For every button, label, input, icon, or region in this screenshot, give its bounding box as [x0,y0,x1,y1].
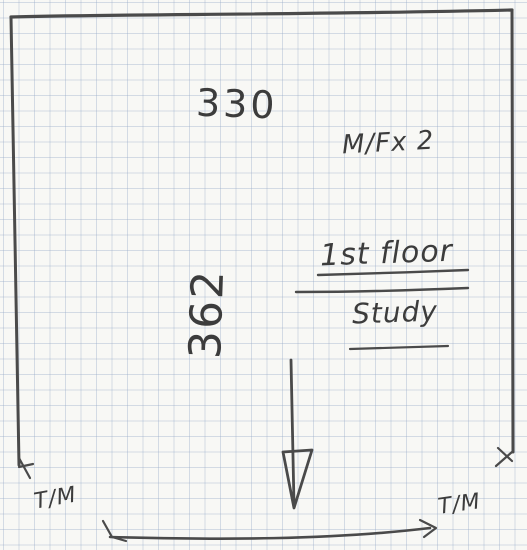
corner-marker-left-tick [17,456,35,480]
room-outline-top [9,8,514,19]
corner-marker-bottom-right-tick [418,518,438,539]
corner-marker-bottom-tick [101,519,128,543]
room-outline-right [510,8,515,454]
floor-level-underline [316,268,470,277]
room-name-underline [348,344,450,351]
room-outline-bottom [108,526,432,540]
width-dimension-label: 330 [195,80,279,128]
room-outline-left [9,15,21,467]
direction-arrow-icon [281,358,314,510]
floor-level-label: 1st floor [319,233,454,274]
room-code-label: M/Fx 2 [341,125,436,161]
label-divider-line [294,286,470,294]
room-name-label: Study [351,294,439,331]
length-dimension-label: 362 [180,268,235,360]
corner-marker-right-tick [494,446,514,468]
